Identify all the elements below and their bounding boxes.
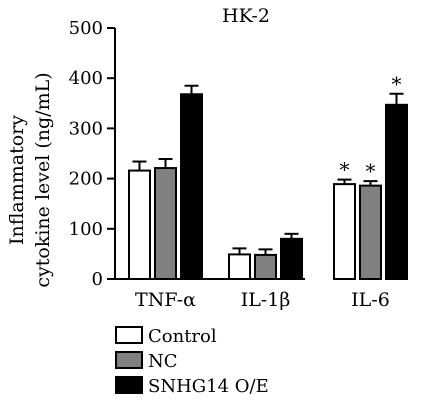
x-tick-label: IL-6 — [351, 289, 390, 311]
bar — [359, 184, 382, 281]
legend-label: SNHG14 O/E — [148, 376, 269, 397]
legend-swatch — [115, 326, 143, 344]
legend-swatch — [115, 351, 143, 369]
y-axis-label-line-2: cytokine level (ng/mL) — [32, 72, 54, 287]
legend: Control NC SNHG14 O/E — [115, 326, 269, 397]
y-axis-label: Inflammatory cytokine level (ng/mL) — [6, 72, 54, 287]
legend-swatch — [115, 376, 143, 394]
bar — [254, 253, 277, 281]
y-tick-label: 300 — [69, 118, 103, 139]
x-tick-label: TNF-α — [135, 289, 196, 311]
significance-star: * — [340, 158, 350, 182]
x-tick-label: IL-1β — [241, 289, 291, 311]
plot-area: 0 100 200 300 400 500 TNF-α IL-1β * * * IL-6 — [69, 18, 408, 311]
y-tick-label: 0 — [92, 269, 103, 290]
bar — [128, 169, 151, 280]
bar — [385, 103, 408, 280]
bar — [180, 93, 203, 280]
chart-title: HK-2 — [222, 5, 270, 27]
y-tick-label: 400 — [69, 68, 103, 89]
y-tick-label: 100 — [69, 219, 103, 240]
legend-label: Control — [148, 326, 217, 347]
y-tick-label: 500 — [69, 18, 103, 39]
significance-star: * — [392, 72, 402, 96]
significance-star: * — [366, 159, 376, 183]
bar — [154, 167, 177, 280]
legend-label: NC — [148, 351, 178, 372]
y-tick-label: 200 — [69, 169, 103, 190]
y-axis-label-line-1: Inflammatory — [6, 115, 28, 245]
bar — [228, 253, 251, 280]
bar — [280, 237, 303, 280]
bar — [333, 183, 356, 280]
